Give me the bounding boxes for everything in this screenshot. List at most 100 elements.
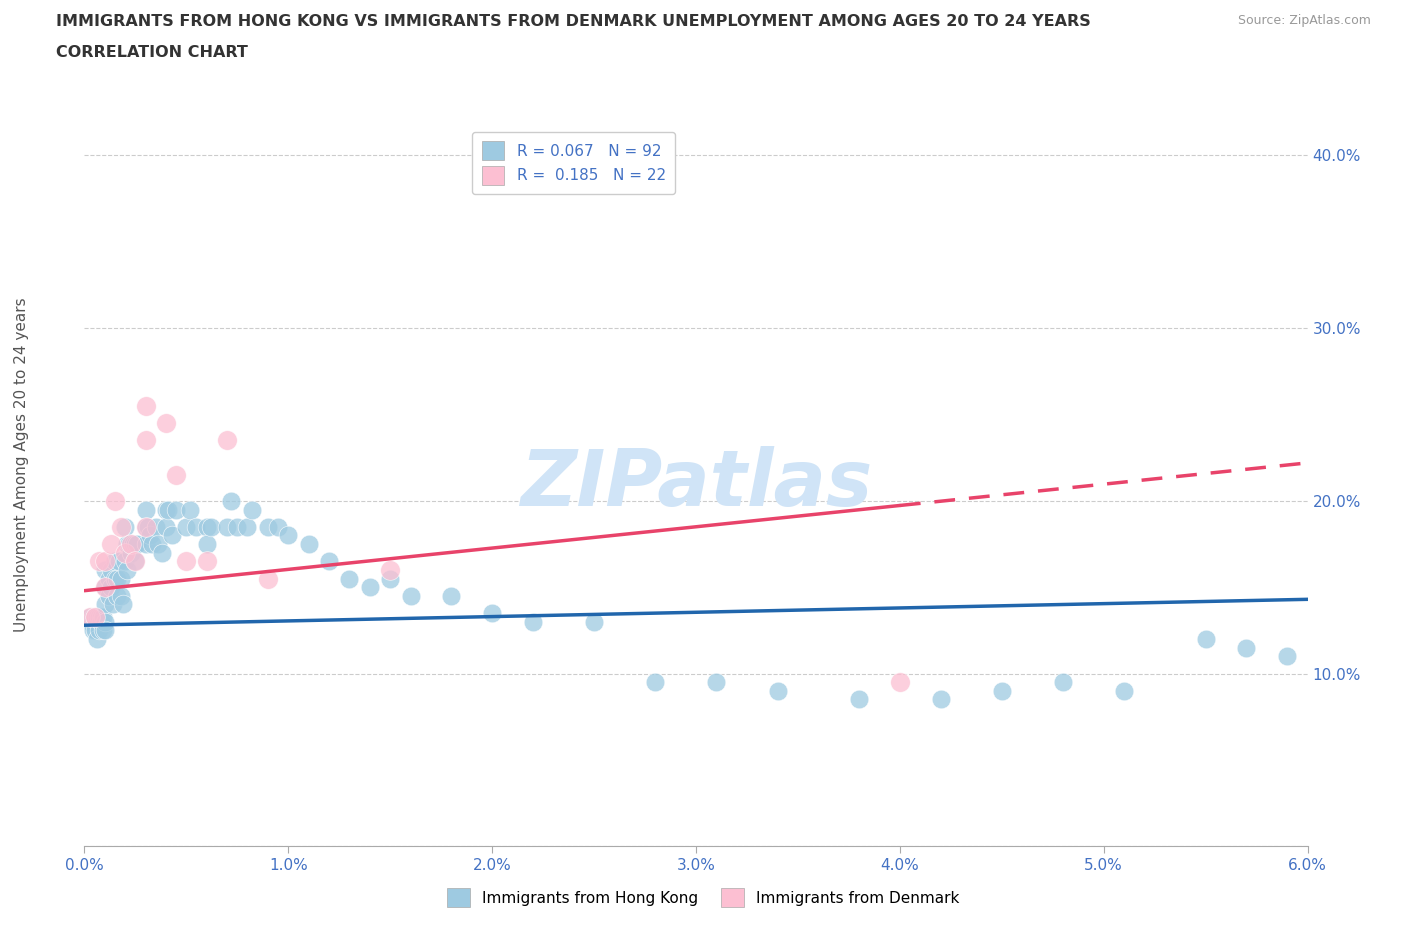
- Point: [110, 589, 132, 604]
- Point: [217, 433, 239, 448]
- Point: [583, 615, 606, 630]
- Point: [118, 537, 141, 551]
- Point: [122, 537, 145, 551]
- Point: [136, 519, 159, 534]
- Point: [195, 519, 218, 534]
- Point: [135, 433, 157, 448]
- Point: [174, 554, 197, 569]
- Point: [91, 623, 114, 638]
- Point: [339, 571, 361, 586]
- Point: [82, 609, 104, 624]
- Point: [277, 528, 299, 543]
- Point: [100, 579, 122, 594]
- Point: [83, 623, 105, 638]
- Point: [174, 519, 197, 534]
- Point: [155, 502, 177, 517]
- Point: [93, 554, 115, 569]
- Point: [120, 545, 142, 560]
- Point: [83, 609, 105, 624]
- Point: [135, 519, 157, 534]
- Point: [93, 579, 115, 594]
- Point: [440, 589, 463, 604]
- Point: [135, 537, 157, 551]
- Legend: Immigrants from Hong Kong, Immigrants from Denmark: Immigrants from Hong Kong, Immigrants fr…: [440, 883, 966, 913]
- Point: [100, 537, 122, 551]
- Point: [848, 692, 870, 707]
- Point: [86, 609, 108, 624]
- Point: [108, 554, 131, 569]
- Point: [195, 537, 218, 551]
- Point: [195, 554, 218, 569]
- Point: [1277, 649, 1299, 664]
- Point: [87, 609, 110, 624]
- Point: [124, 537, 146, 551]
- Point: [110, 519, 132, 534]
- Point: [257, 519, 280, 534]
- Point: [135, 398, 157, 413]
- Point: [156, 502, 179, 517]
- Point: [87, 623, 110, 638]
- Point: [135, 502, 157, 517]
- Point: [1052, 675, 1074, 690]
- Point: [522, 615, 544, 630]
- Point: [124, 554, 146, 569]
- Point: [155, 416, 177, 431]
- Point: [481, 605, 503, 620]
- Point: [150, 545, 173, 560]
- Point: [79, 609, 101, 624]
- Point: [186, 519, 208, 534]
- Point: [120, 537, 142, 551]
- Point: [1195, 631, 1218, 646]
- Text: Unemployment Among Ages 20 to 24 years: Unemployment Among Ages 20 to 24 years: [14, 298, 28, 632]
- Point: [889, 675, 911, 690]
- Point: [160, 528, 183, 543]
- Point: [1114, 684, 1136, 698]
- Point: [79, 615, 101, 630]
- Point: [217, 519, 239, 534]
- Point: [93, 579, 115, 594]
- Point: [380, 571, 402, 586]
- Point: [257, 571, 280, 586]
- Point: [267, 519, 290, 534]
- Point: [100, 563, 122, 578]
- Point: [155, 519, 177, 534]
- Point: [93, 615, 115, 630]
- Point: [105, 589, 128, 604]
- Point: [90, 609, 112, 624]
- Point: [706, 675, 728, 690]
- Point: [87, 554, 110, 569]
- Point: [135, 519, 157, 534]
- Point: [240, 502, 263, 517]
- Text: CORRELATION CHART: CORRELATION CHART: [56, 45, 247, 60]
- Point: [929, 692, 952, 707]
- Point: [104, 494, 127, 509]
- Point: [90, 615, 112, 630]
- Point: [82, 623, 104, 638]
- Point: [93, 563, 115, 578]
- Point: [83, 609, 105, 624]
- Point: [165, 468, 187, 483]
- Point: [1236, 640, 1258, 655]
- Point: [644, 675, 666, 690]
- Point: [115, 537, 138, 551]
- Point: [114, 554, 136, 569]
- Point: [112, 597, 135, 612]
- Point: [104, 571, 127, 586]
- Point: [79, 609, 101, 624]
- Text: Source: ZipAtlas.com: Source: ZipAtlas.com: [1237, 14, 1371, 27]
- Point: [83, 609, 105, 624]
- Point: [97, 589, 120, 604]
- Point: [399, 589, 422, 604]
- Point: [104, 554, 127, 569]
- Point: [127, 537, 149, 551]
- Legend: R = 0.067   N = 92, R =  0.185   N = 22: R = 0.067 N = 92, R = 0.185 N = 22: [472, 132, 675, 193]
- Point: [236, 519, 259, 534]
- Point: [114, 519, 136, 534]
- Point: [101, 597, 124, 612]
- Point: [97, 571, 120, 586]
- Point: [110, 571, 132, 586]
- Point: [991, 684, 1014, 698]
- Point: [105, 571, 128, 586]
- Text: ZIPatlas: ZIPatlas: [520, 445, 872, 522]
- Point: [114, 545, 136, 560]
